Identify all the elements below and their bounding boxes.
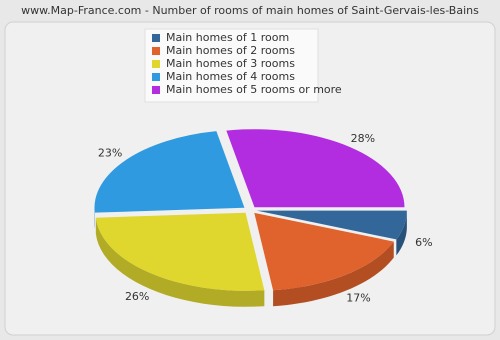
legend-label: Main homes of 1 room	[166, 31, 289, 44]
legend-swatch	[152, 47, 160, 55]
legend	[144, 28, 319, 103]
data-label: 23%	[98, 147, 122, 160]
pie-slice	[254, 212, 394, 291]
legend-swatch	[152, 86, 160, 94]
legend-swatch	[152, 34, 160, 42]
pie-slice	[95, 212, 265, 291]
pie-slice	[226, 129, 405, 208]
legend-label: Main homes of 3 rooms	[166, 57, 295, 70]
legend-swatch	[152, 60, 160, 68]
data-label: 26%	[125, 290, 149, 303]
chart-title: www.Map-France.com - Number of rooms of …	[21, 4, 479, 17]
pie-slice	[256, 210, 407, 240]
data-label: 6%	[415, 236, 432, 249]
pie-slice	[94, 131, 245, 213]
legend-swatch	[152, 73, 160, 81]
slice-side	[396, 210, 407, 256]
slice-side	[273, 241, 394, 307]
legend-label: Main homes of 5 rooms or more	[166, 83, 342, 96]
data-label: 17%	[346, 292, 370, 305]
legend-label: Main homes of 2 rooms	[166, 44, 295, 57]
data-label: 28%	[351, 132, 375, 145]
legend-label: Main homes of 4 rooms	[166, 70, 295, 83]
